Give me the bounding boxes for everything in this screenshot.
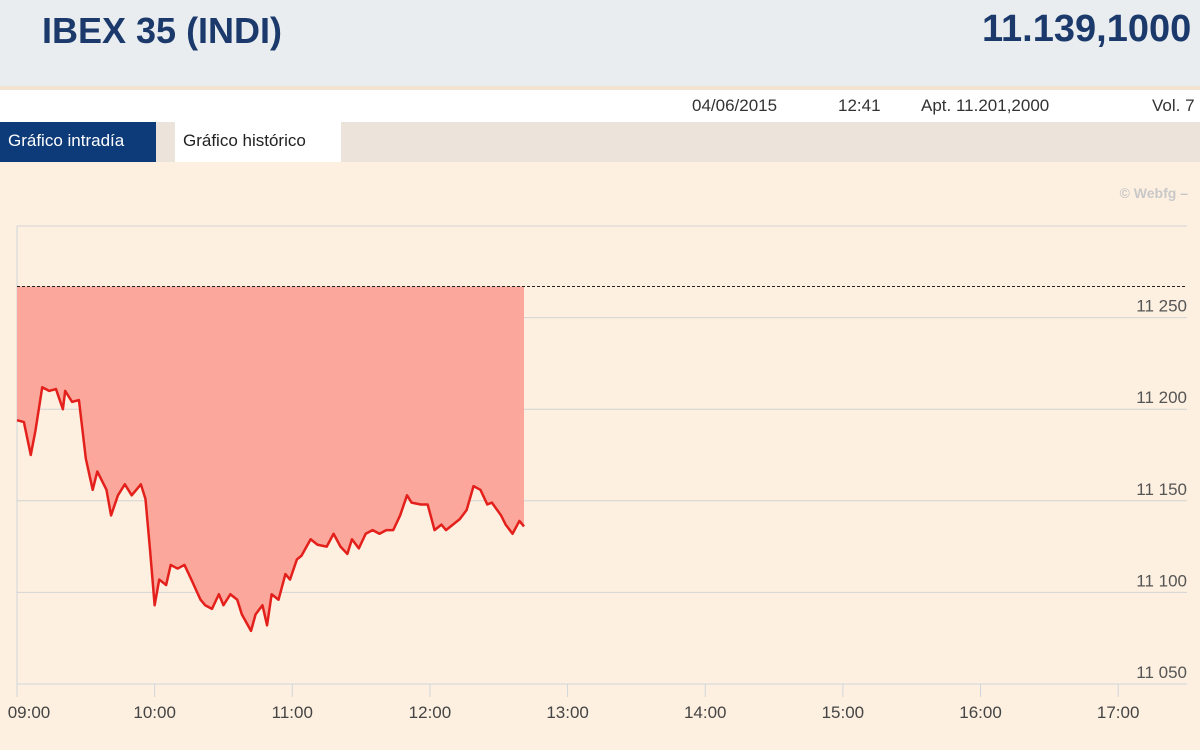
y-tick-label: 11 050 [1136,663,1187,682]
x-tick-label: 13:00 [546,703,589,722]
watermark: © Webfg – [1120,185,1189,201]
area [17,286,524,631]
volume: Vol. 7 [1152,96,1195,115]
x-tick-label: 15:00 [822,703,865,722]
y-tick-label: 11 100 [1136,571,1187,590]
info-bar: 04/06/2015 12:41 Apt. 11.201,2000 Vol. 7 [0,90,1200,122]
y-tick-label: 11 250 [1136,297,1187,316]
date: 04/06/2015 [692,96,778,115]
price-line [16,385,525,633]
y-tick-label: 11 150 [1136,480,1187,499]
x-tick-label: 12:00 [409,703,452,722]
open-price: Apt. 11.201,2000 [921,96,1050,115]
x-tick-label: 14:00 [684,703,727,722]
x-tick-label: 11:00 [272,703,313,722]
x-tick-label: 16:00 [959,703,1002,722]
x-tick-label: 17:00 [1097,703,1140,722]
tab-bar: Gráfico intradía Gráfico histórico [0,122,1200,162]
time: 12:41 [838,96,881,115]
header: IBEX 35 (INDI) 11.139,1000 [0,0,1200,90]
index-price: 11.139,1000 [982,8,1192,50]
x-tick-label: 09:00 [8,703,51,722]
tab[interactable]: Gráfico histórico [175,122,341,162]
index-title: IBEX 35 (INDI) [42,10,283,51]
y-tick-label: 11 200 [1136,388,1187,407]
x-tick-label: 10:00 [133,703,176,722]
tab[interactable]: Gráfico intradía [0,122,156,162]
